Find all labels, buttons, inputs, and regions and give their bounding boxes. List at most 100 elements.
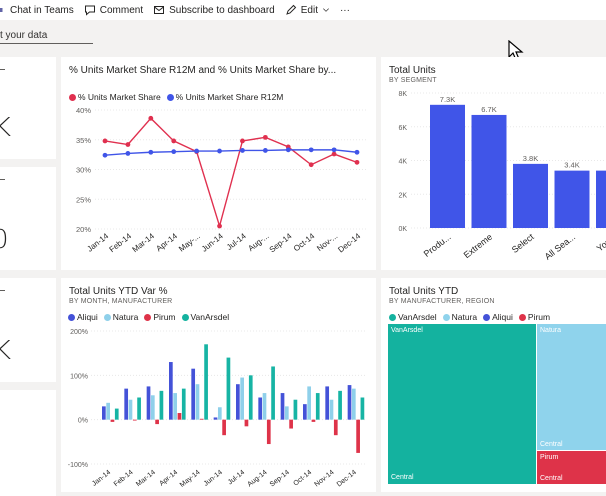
y-tick-label: -100% bbox=[68, 462, 88, 469]
series-line bbox=[104, 117, 358, 229]
bar bbox=[333, 419, 338, 436]
legend-item: % Units Market Share bbox=[69, 92, 161, 102]
bar bbox=[137, 397, 141, 420]
legend-item: Aliqui bbox=[483, 312, 513, 322]
legend-label: VanArsdel bbox=[190, 312, 230, 322]
bar bbox=[284, 406, 289, 420]
x-tick-label: Jul-14 bbox=[227, 469, 246, 486]
data-point bbox=[125, 151, 131, 156]
data-point bbox=[285, 147, 291, 153]
subscribe-button[interactable]: Subscribe to dashboard bbox=[153, 4, 275, 16]
ytd-var-bar-chart-tile[interactable]: Total Units YTD Var % BY MONTH, MANUFACT… bbox=[61, 278, 376, 492]
market-share-line-chart-tile[interactable]: % Units Market Share R12M and % Units Ma… bbox=[61, 57, 376, 270]
treemap-tile-natura[interactable]: Natura Central bbox=[537, 324, 606, 450]
bar bbox=[347, 385, 352, 420]
bar bbox=[240, 377, 244, 420]
bar bbox=[106, 402, 110, 420]
x-tick-label: Produ... bbox=[422, 232, 453, 259]
data-point bbox=[171, 149, 177, 155]
comment-button[interactable]: Comment bbox=[84, 4, 143, 16]
data-label: 3.4K bbox=[564, 161, 579, 170]
x-tick-label: Mar-14 bbox=[131, 231, 157, 254]
y-tick-label: 25% bbox=[76, 195, 91, 204]
bar bbox=[430, 104, 465, 228]
legend-item: VanArsdel bbox=[389, 312, 437, 322]
action-toolbar: Chat in Teams Comment Subscribe to dashb… bbox=[0, 0, 606, 20]
kpi-tile-2[interactable]: 0 bbox=[0, 167, 56, 270]
x-tick-label: Youth bbox=[595, 232, 606, 254]
ytd-treemap-tile[interactable]: Total Units YTD BY MANUFACTURER, REGION … bbox=[381, 278, 606, 492]
legend-label: Pirum bbox=[527, 312, 551, 322]
x-tick-label: Extreme bbox=[462, 232, 495, 261]
data-point bbox=[217, 148, 222, 154]
legend-label: Aliqui bbox=[77, 312, 98, 322]
x-tick-label: Aug-14 bbox=[246, 469, 268, 488]
data-label: 7.3K bbox=[440, 95, 455, 104]
subscribe-label: Subscribe to dashboard bbox=[169, 4, 275, 16]
qa-bar: t your data bbox=[0, 20, 606, 54]
data-point bbox=[331, 151, 337, 157]
legend-item: Pirum bbox=[144, 312, 176, 322]
legend-label: Natura bbox=[451, 312, 478, 322]
y-tick-label: 30% bbox=[76, 166, 91, 175]
x-tick-label: Sep-14 bbox=[268, 231, 294, 254]
ask-question-input[interactable]: t your data bbox=[0, 28, 93, 44]
legend-label: Aliqui bbox=[492, 312, 513, 322]
data-point bbox=[171, 138, 177, 144]
edit-button[interactable]: Edit bbox=[285, 4, 330, 16]
bar bbox=[360, 397, 365, 420]
bar bbox=[132, 419, 137, 421]
bar bbox=[351, 388, 356, 420]
bar bbox=[195, 384, 200, 420]
treemap-tile-label: Pirum bbox=[540, 454, 559, 461]
chevron-down-icon bbox=[323, 8, 329, 12]
bar bbox=[248, 375, 253, 420]
pencil-icon bbox=[285, 4, 296, 15]
x-tick-label: Dec-14 bbox=[336, 231, 362, 254]
bar bbox=[289, 419, 293, 429]
x-tick-label: Dec-14 bbox=[336, 469, 358, 488]
bar bbox=[191, 368, 196, 420]
bar bbox=[217, 407, 222, 420]
kpi-tile-1[interactable]: K bbox=[0, 57, 56, 159]
legend-label: Pirum bbox=[153, 312, 176, 322]
bar bbox=[303, 404, 307, 420]
bar bbox=[325, 386, 330, 420]
y-tick-label: 200% bbox=[70, 329, 88, 336]
total-units-bar-chart-tile[interactable]: Total Units BY SEGMENT 0K 2K 4K 6K 8K 7.3K Pro… bbox=[381, 57, 606, 270]
bar bbox=[266, 419, 271, 445]
more-options-label: ··· bbox=[339, 4, 350, 16]
x-tick-label: All Sea... bbox=[543, 232, 578, 262]
bar bbox=[356, 419, 360, 453]
treemap-tile-pirum[interactable]: Pirum Central bbox=[537, 451, 606, 484]
more-options-button[interactable]: ··· bbox=[340, 5, 350, 16]
bar bbox=[293, 399, 298, 420]
treemap-tile-vanarsdel[interactable]: VanArsdel Central bbox=[388, 324, 536, 484]
kpi-value-fragment: 0 bbox=[0, 225, 9, 255]
data-point bbox=[148, 149, 154, 155]
y-tick-label: 8K bbox=[398, 91, 407, 98]
bar bbox=[222, 419, 226, 436]
chart-title: % Units Market Share R12M and % Units Ma… bbox=[69, 65, 337, 76]
bar bbox=[159, 390, 164, 420]
bar bbox=[554, 170, 590, 228]
kpi-tile-4[interactable] bbox=[0, 390, 56, 496]
y-tick-label: 0K bbox=[398, 226, 407, 233]
bar bbox=[244, 419, 249, 427]
bar bbox=[311, 419, 316, 422]
chat-in-teams-button[interactable]: Chat in Teams bbox=[0, 4, 74, 16]
legend-label: % Units Market Share bbox=[78, 92, 161, 102]
clustered-bar-plot: -100% 0% 100% 200% Jan-14 Feb-14 Mar-14 Apr-14 M… bbox=[68, 329, 367, 489]
bar bbox=[513, 163, 548, 228]
chart-subtitle: BY MONTH, MANUFACTURER bbox=[69, 298, 173, 305]
kpi-tile-3[interactable]: K bbox=[0, 278, 56, 382]
x-tick-label: Jun-14 bbox=[200, 231, 225, 253]
chart-title: Total Units YTD Var % bbox=[69, 286, 168, 297]
legend-label: VanArsdel bbox=[398, 312, 437, 322]
x-tick-label: Jun-14 bbox=[203, 469, 224, 488]
bar bbox=[110, 419, 115, 422]
chart-subtitle: BY SEGMENT bbox=[389, 77, 437, 84]
bar bbox=[226, 357, 231, 420]
x-tick-label: Apr-14 bbox=[154, 231, 179, 253]
data-point bbox=[308, 162, 314, 168]
